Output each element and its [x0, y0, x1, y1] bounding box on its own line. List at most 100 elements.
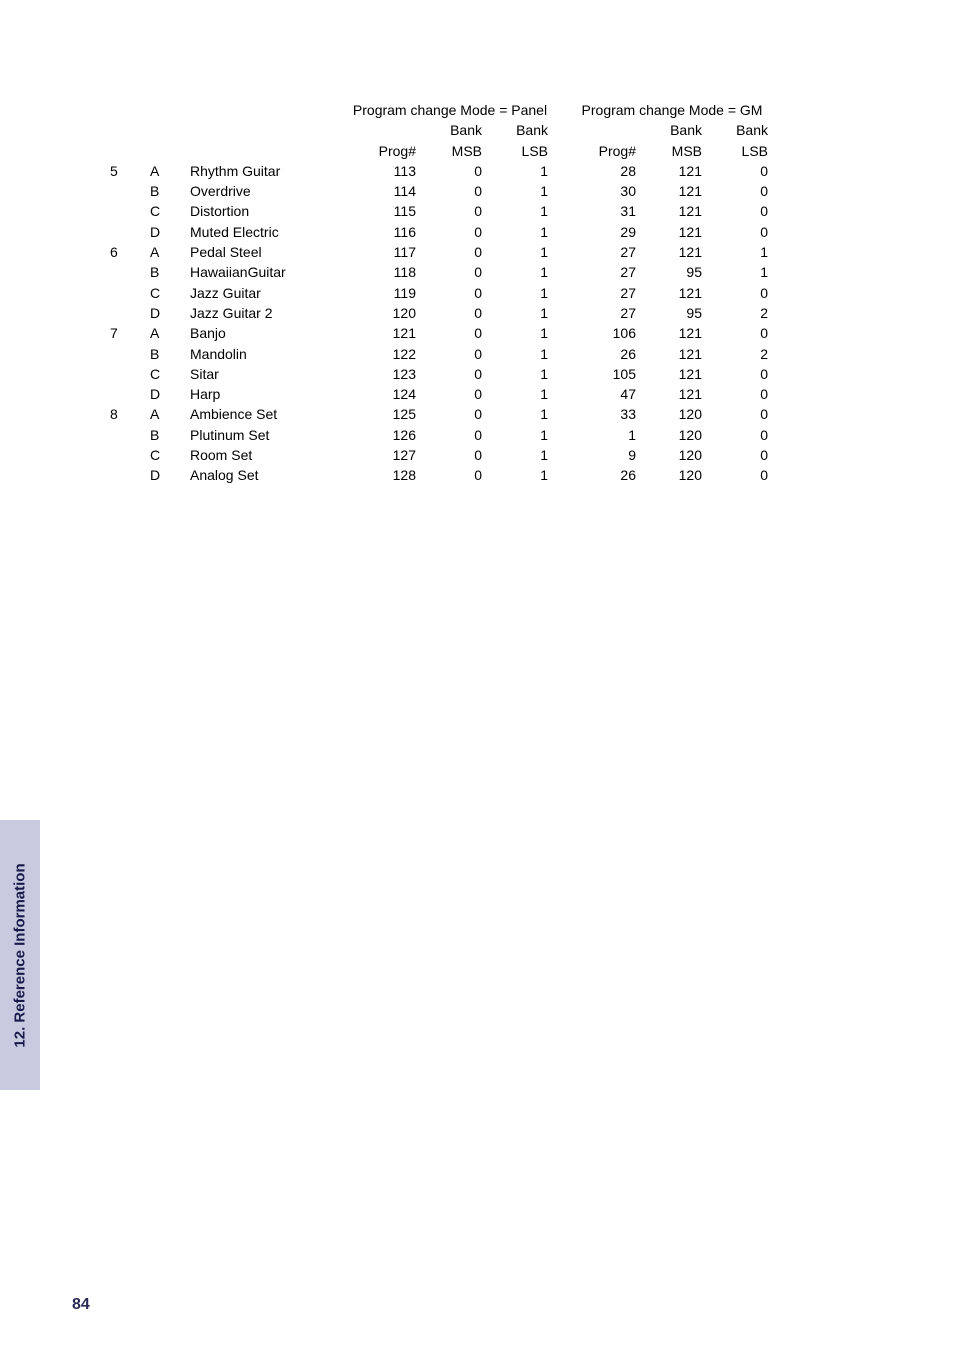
cell-panel-lsb: 1 [482, 222, 548, 242]
cell-gm-lsb: 1 [702, 262, 768, 282]
cell-variant: D [150, 222, 190, 242]
cell-name: Pedal Steel [190, 242, 350, 262]
header-bank: Bank [636, 120, 702, 140]
cell-group [110, 201, 150, 221]
cell-panel-prog: 121 [350, 323, 416, 343]
cell-panel-prog: 117 [350, 242, 416, 262]
cell-name: Overdrive [190, 181, 350, 201]
cell-panel-prog: 118 [350, 262, 416, 282]
cell-group [110, 303, 150, 323]
cell-panel-lsb: 1 [482, 445, 548, 465]
table-row: CJazz Guitar11901271210 [110, 283, 882, 303]
table-row: CDistortion11501311210 [110, 201, 882, 221]
cell-gm-lsb: 0 [702, 404, 768, 424]
cell-panel-msb: 0 [416, 262, 482, 282]
cell-variant: C [150, 364, 190, 384]
table-row: DHarp12401471210 [110, 384, 882, 404]
cell-panel-msb: 0 [416, 445, 482, 465]
cell-gm-lsb: 0 [702, 161, 768, 181]
cell-gm-prog: 26 [570, 344, 636, 364]
cell-panel-msb: 0 [416, 384, 482, 404]
cell-gm-msb: 121 [636, 181, 702, 201]
cell-panel-lsb: 1 [482, 242, 548, 262]
cell-variant: C [150, 201, 190, 221]
cell-gm-prog: 29 [570, 222, 636, 242]
cell-gm-lsb: 0 [702, 384, 768, 404]
cell-name: Sitar [190, 364, 350, 384]
cell-group: 6 [110, 242, 150, 262]
cell-name: Harp [190, 384, 350, 404]
table-row: DMuted Electric11601291210 [110, 222, 882, 242]
cell-gm-msb: 121 [636, 283, 702, 303]
cell-gm-prog: 28 [570, 161, 636, 181]
cell-panel-msb: 0 [416, 425, 482, 445]
cell-panel-msb: 0 [416, 242, 482, 262]
cell-panel-lsb: 1 [482, 384, 548, 404]
cell-variant: B [150, 344, 190, 364]
cell-gm-msb: 121 [636, 323, 702, 343]
header-lsb: LSB [702, 141, 768, 161]
cell-gm-prog: 33 [570, 404, 636, 424]
cell-gm-msb: 120 [636, 445, 702, 465]
cell-panel-msb: 0 [416, 303, 482, 323]
page: Program change Mode = Panel Program chan… [0, 0, 954, 1350]
cell-variant: C [150, 283, 190, 303]
cell-variant: A [150, 323, 190, 343]
cell-panel-lsb: 1 [482, 323, 548, 343]
table-row: CSitar123011051210 [110, 364, 882, 384]
cell-variant: A [150, 161, 190, 181]
cell-gm-prog: 9 [570, 445, 636, 465]
cell-gm-msb: 95 [636, 262, 702, 282]
cell-panel-msb: 0 [416, 181, 482, 201]
cell-panel-prog: 128 [350, 465, 416, 485]
cell-group [110, 445, 150, 465]
cell-panel-msb: 0 [416, 404, 482, 424]
cell-gm-prog: 26 [570, 465, 636, 485]
program-table: Program change Mode = Panel Program chan… [110, 100, 882, 486]
cell-group [110, 222, 150, 242]
cell-gm-prog: 30 [570, 181, 636, 201]
cell-name: Mandolin [190, 344, 350, 364]
cell-group [110, 344, 150, 364]
cell-panel-msb: 0 [416, 222, 482, 242]
cell-name: Rhythm Guitar [190, 161, 350, 181]
cell-group: 7 [110, 323, 150, 343]
table-row: DJazz Guitar 21200127952 [110, 303, 882, 323]
table-row: 7ABanjo121011061210 [110, 323, 882, 343]
table-row: 8AAmbience Set12501331200 [110, 404, 882, 424]
cell-panel-msb: 0 [416, 344, 482, 364]
cell-panel-lsb: 1 [482, 364, 548, 384]
cell-panel-msb: 0 [416, 465, 482, 485]
cell-panel-prog: 122 [350, 344, 416, 364]
cell-panel-prog: 114 [350, 181, 416, 201]
cell-variant: D [150, 465, 190, 485]
cell-gm-lsb: 0 [702, 465, 768, 485]
cell-group [110, 283, 150, 303]
cell-group [110, 465, 150, 485]
cell-panel-msb: 0 [416, 364, 482, 384]
table-row: BPlutinum Set1260111200 [110, 425, 882, 445]
cell-name: Banjo [190, 323, 350, 343]
page-number: 84 [72, 1296, 90, 1314]
cell-gm-prog: 31 [570, 201, 636, 221]
cell-variant: D [150, 303, 190, 323]
cell-variant: A [150, 242, 190, 262]
cell-gm-lsb: 1 [702, 242, 768, 262]
cell-gm-msb: 95 [636, 303, 702, 323]
cell-panel-prog: 125 [350, 404, 416, 424]
cell-panel-prog: 123 [350, 364, 416, 384]
header-msb: MSB [636, 141, 702, 161]
cell-panel-prog: 126 [350, 425, 416, 445]
cell-panel-lsb: 1 [482, 201, 548, 221]
cell-gm-msb: 120 [636, 404, 702, 424]
cell-group [110, 262, 150, 282]
cell-panel-lsb: 1 [482, 283, 548, 303]
cell-gm-msb: 121 [636, 344, 702, 364]
cell-gm-prog: 27 [570, 262, 636, 282]
table-body: 5ARhythm Guitar11301281210BOverdrive1140… [110, 161, 882, 486]
header-prog: Prog# [350, 141, 416, 161]
cell-panel-lsb: 1 [482, 161, 548, 181]
header-bank: Bank [702, 120, 768, 140]
header-prog: Prog# [570, 141, 636, 161]
header-panel-title: Program change Mode = Panel [350, 100, 550, 120]
